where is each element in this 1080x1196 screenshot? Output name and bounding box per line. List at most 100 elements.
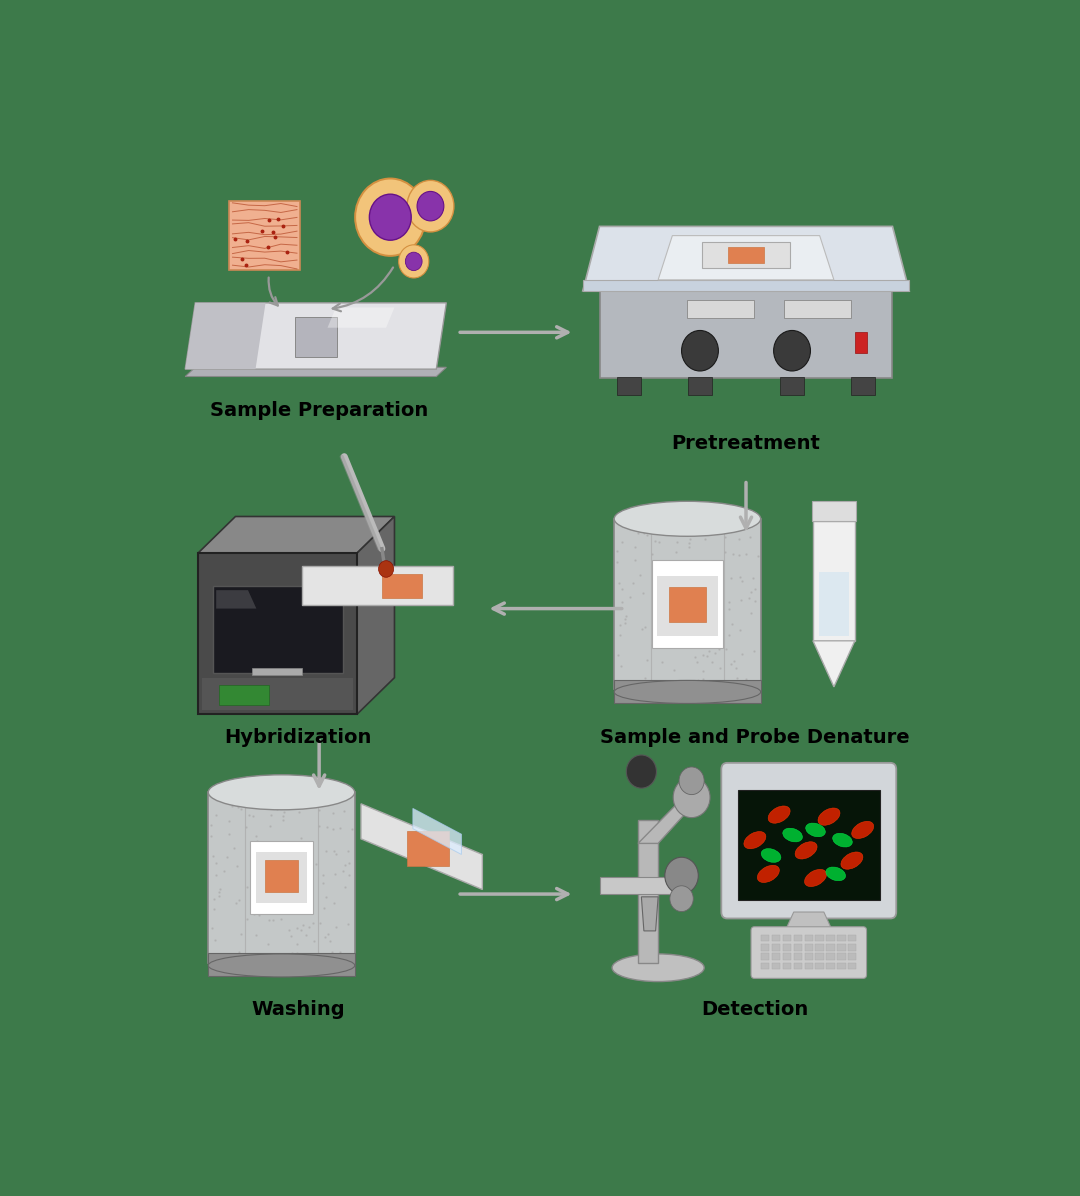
Circle shape [399,245,429,277]
Bar [251,841,313,914]
Bar [761,963,769,969]
Bar [826,945,835,951]
Polygon shape [413,808,461,854]
Polygon shape [361,804,483,890]
Bar [794,963,802,969]
Bar [783,963,792,969]
Circle shape [670,886,693,911]
Bar [761,945,769,951]
Ellipse shape [761,849,781,862]
Bar [687,300,754,318]
FancyBboxPatch shape [721,763,896,919]
Bar [826,953,835,960]
Bar [783,953,792,960]
Bar [295,317,337,358]
Bar [772,953,781,960]
Circle shape [673,777,710,818]
Bar [198,554,356,714]
Bar [652,560,723,648]
Bar [848,935,856,941]
Bar [826,935,835,941]
Bar [208,953,354,976]
Circle shape [369,194,411,240]
Bar [837,945,846,951]
Circle shape [405,252,422,270]
Text: Washing: Washing [252,1000,345,1019]
Bar [208,792,354,963]
Bar [229,201,300,270]
Ellipse shape [852,822,874,838]
Bar [758,936,859,951]
Circle shape [417,191,444,221]
Bar [599,878,684,895]
Bar [851,377,875,395]
Polygon shape [583,226,909,291]
Bar [815,935,824,941]
Bar [407,831,449,866]
Ellipse shape [208,775,354,810]
Ellipse shape [744,831,766,849]
FancyBboxPatch shape [751,927,866,978]
Circle shape [679,767,704,794]
Polygon shape [327,307,394,328]
Bar [772,945,781,951]
Text: Sample and Probe Denature: Sample and Probe Denature [599,728,909,748]
Bar [253,667,302,675]
Bar [784,300,851,318]
Bar [658,576,717,636]
Ellipse shape [795,842,818,859]
Circle shape [379,561,393,578]
Bar [837,953,846,960]
Text: Detection: Detection [701,1000,808,1019]
Bar [761,935,769,941]
Bar [819,572,849,636]
Bar [848,945,856,951]
Bar [805,935,813,941]
Bar [794,945,802,951]
Bar [382,574,422,598]
Bar [761,953,769,960]
Polygon shape [638,798,700,843]
Bar [815,953,824,960]
Bar [805,953,813,960]
Ellipse shape [612,954,704,982]
Polygon shape [186,303,266,370]
Bar [615,681,760,703]
Polygon shape [658,236,834,280]
Polygon shape [642,897,658,930]
Bar [794,935,802,941]
Ellipse shape [208,954,354,977]
Polygon shape [216,590,256,609]
Bar [783,945,792,951]
Circle shape [355,178,426,256]
Polygon shape [356,517,394,714]
Bar [213,586,342,673]
Polygon shape [583,280,909,291]
Ellipse shape [757,865,780,883]
Bar [772,963,781,969]
Bar [815,945,824,951]
Bar [302,566,454,605]
Ellipse shape [768,806,791,823]
Bar [728,246,765,263]
Bar [805,963,813,969]
Bar [805,945,813,951]
Bar [848,953,856,960]
Circle shape [681,330,718,371]
Ellipse shape [841,852,863,869]
Bar [837,935,846,941]
Bar [848,963,856,969]
Circle shape [773,330,810,371]
Circle shape [407,181,454,232]
Ellipse shape [833,834,852,847]
Text: Sample Preparation: Sample Preparation [210,402,429,420]
Bar [837,963,846,969]
Bar [617,377,640,395]
Bar [669,587,706,622]
Ellipse shape [783,828,802,842]
Bar [615,519,760,689]
Bar [812,501,855,521]
Polygon shape [198,517,394,554]
Ellipse shape [615,501,760,536]
Ellipse shape [826,867,846,880]
